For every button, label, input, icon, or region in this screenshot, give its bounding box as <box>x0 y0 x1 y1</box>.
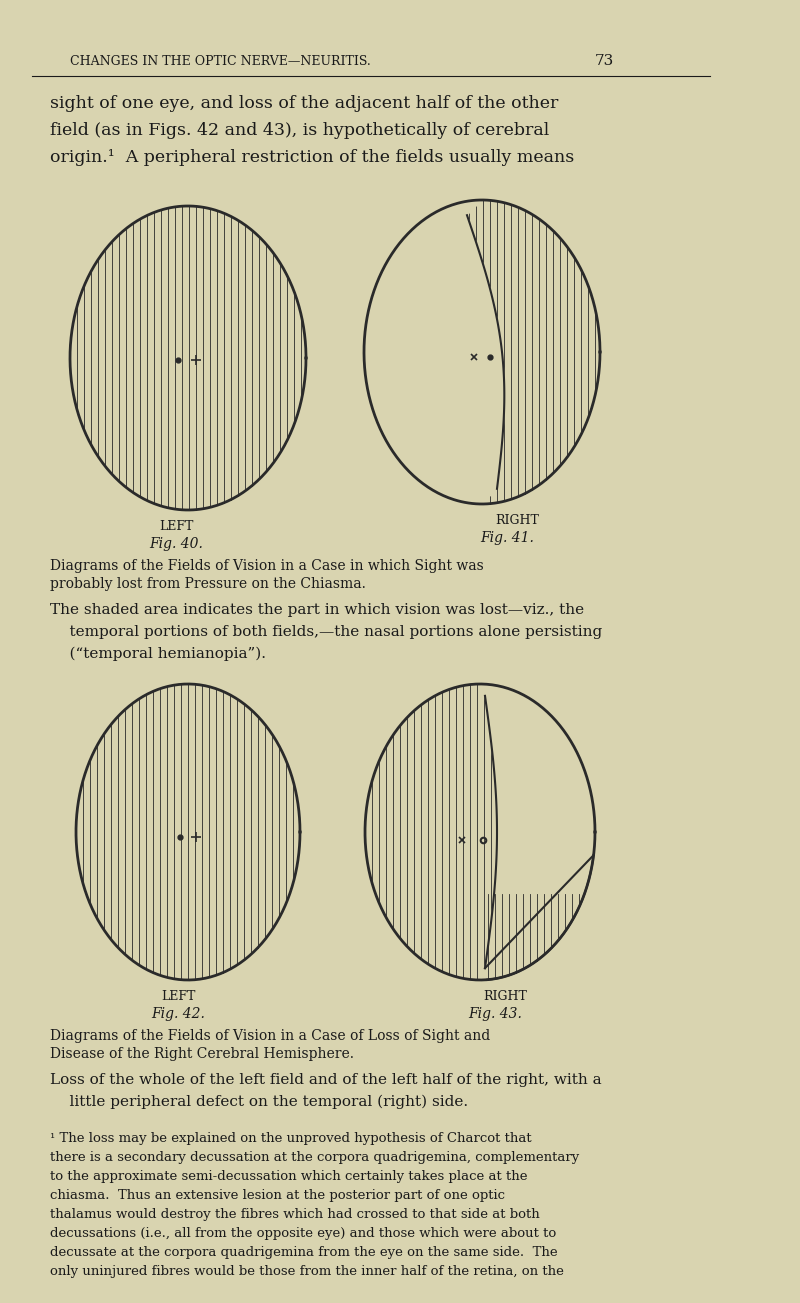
Text: only uninjured fibres would be those from the inner half of the retina, on the: only uninjured fibres would be those fro… <box>50 1265 564 1278</box>
Text: ¹ The loss may be explained on the unproved hypothesis of Charcot that: ¹ The loss may be explained on the unpro… <box>50 1132 532 1145</box>
Text: chiasma.  Thus an extensive lesion at the posterior part of one optic: chiasma. Thus an extensive lesion at the… <box>50 1190 505 1201</box>
Text: The shaded area indicates the part in which vision was lost—viz., the: The shaded area indicates the part in wh… <box>50 603 584 618</box>
Text: RIGHT: RIGHT <box>483 990 527 1003</box>
Text: LEFT: LEFT <box>161 990 195 1003</box>
Text: Fig. 41.: Fig. 41. <box>480 532 534 545</box>
Text: decussate at the corpora quadrigemina from the eye on the same side.  The: decussate at the corpora quadrigemina fr… <box>50 1246 558 1259</box>
Text: field (as in Figs. 42 and 43), is hypothetically of cerebral: field (as in Figs. 42 and 43), is hypoth… <box>50 122 550 139</box>
Polygon shape <box>364 199 504 504</box>
Text: Loss of the whole of the left field and of the left half of the right, with a: Loss of the whole of the left field and … <box>50 1072 602 1087</box>
Text: Fig. 43.: Fig. 43. <box>468 1007 522 1022</box>
Text: temporal portions of both fields,—the nasal portions alone persisting: temporal portions of both fields,—the na… <box>50 625 602 638</box>
Text: Disease of the Right Cerebral Hemisphere.: Disease of the Right Cerebral Hemisphere… <box>50 1048 354 1061</box>
Polygon shape <box>480 684 595 980</box>
Text: 73: 73 <box>595 53 614 68</box>
Text: Fig. 40.: Fig. 40. <box>149 537 203 551</box>
Text: Fig. 42.: Fig. 42. <box>151 1007 205 1022</box>
Text: little peripheral defect on the temporal (right) side.: little peripheral defect on the temporal… <box>50 1095 468 1109</box>
Text: to the approximate semi-decussation which certainly takes place at the: to the approximate semi-decussation whic… <box>50 1170 527 1183</box>
Text: origin.¹  A peripheral restriction of the fields usually means: origin.¹ A peripheral restriction of the… <box>50 149 574 165</box>
Text: probably lost from Pressure on the Chiasma.: probably lost from Pressure on the Chias… <box>50 577 366 592</box>
Text: thalamus would destroy the fibres which had crossed to that side at both: thalamus would destroy the fibres which … <box>50 1208 540 1221</box>
Text: there is a secondary decussation at the corpora quadrigemina, complementary: there is a secondary decussation at the … <box>50 1151 579 1164</box>
Text: Diagrams of the Fields of Vision in a Case of Loss of Sight and: Diagrams of the Fields of Vision in a Ca… <box>50 1029 490 1042</box>
Text: (“temporal hemianopia”).: (“temporal hemianopia”). <box>50 646 266 661</box>
Text: decussations (i.e., all from the opposite eye) and those which were about to: decussations (i.e., all from the opposit… <box>50 1227 556 1240</box>
Text: sight of one eye, and loss of the adjacent half of the other: sight of one eye, and loss of the adjace… <box>50 95 558 112</box>
Text: LEFT: LEFT <box>159 520 193 533</box>
Text: RIGHT: RIGHT <box>495 513 539 526</box>
Text: Diagrams of the Fields of Vision in a Case in which Sight was: Diagrams of the Fields of Vision in a Ca… <box>50 559 484 573</box>
Text: CHANGES IN THE OPTIC NERVE—NEURITIS.: CHANGES IN THE OPTIC NERVE—NEURITIS. <box>70 55 370 68</box>
